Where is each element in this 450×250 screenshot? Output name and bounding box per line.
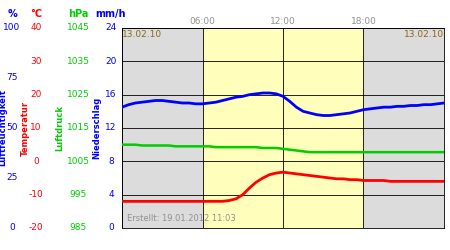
Text: Luftdruck: Luftdruck <box>55 105 64 151</box>
Text: 20: 20 <box>30 90 42 99</box>
Text: 985: 985 <box>69 224 86 232</box>
Text: 20: 20 <box>105 57 117 66</box>
Text: 40: 40 <box>30 24 42 32</box>
Bar <box>202 28 364 228</box>
Text: 75: 75 <box>6 74 18 82</box>
Text: 100: 100 <box>4 24 21 32</box>
Text: -20: -20 <box>29 224 43 232</box>
Text: Niederschlag: Niederschlag <box>93 97 102 159</box>
Text: 50: 50 <box>6 124 18 132</box>
Text: mm/h: mm/h <box>96 9 126 19</box>
Text: °C: °C <box>30 9 42 19</box>
Text: 1005: 1005 <box>67 157 90 166</box>
Text: 12: 12 <box>105 124 117 132</box>
Text: 13.02.10: 13.02.10 <box>404 30 444 39</box>
Text: 16: 16 <box>105 90 117 99</box>
Text: 0: 0 <box>33 157 39 166</box>
Text: 1035: 1035 <box>67 57 90 66</box>
Text: 8: 8 <box>108 157 114 166</box>
Text: 12:00: 12:00 <box>270 16 296 26</box>
Text: 13.02.10: 13.02.10 <box>122 30 162 39</box>
Text: 10: 10 <box>30 124 42 132</box>
Text: Temperatur: Temperatur <box>21 100 30 156</box>
Text: 0: 0 <box>108 224 114 232</box>
Text: 30: 30 <box>30 57 42 66</box>
Text: 06:00: 06:00 <box>189 16 216 26</box>
Text: -10: -10 <box>29 190 43 199</box>
Text: 25: 25 <box>6 174 18 182</box>
Text: 0: 0 <box>9 224 15 232</box>
Text: 4: 4 <box>108 190 114 199</box>
Text: 24: 24 <box>105 24 117 32</box>
Text: 1045: 1045 <box>67 24 90 32</box>
Text: 1025: 1025 <box>67 90 90 99</box>
Text: Erstellt: 19.01.2012 11:03: Erstellt: 19.01.2012 11:03 <box>127 214 236 223</box>
Text: Luftfeuchtigkeit: Luftfeuchtigkeit <box>0 90 8 166</box>
Text: 1015: 1015 <box>67 124 90 132</box>
Text: 18:00: 18:00 <box>351 16 377 26</box>
Text: %: % <box>7 9 17 19</box>
Text: 995: 995 <box>69 190 86 199</box>
Text: hPa: hPa <box>68 9 88 19</box>
